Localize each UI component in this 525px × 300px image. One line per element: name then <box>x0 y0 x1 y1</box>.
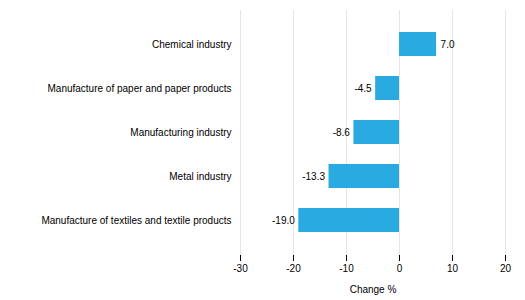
svg-text:-19.0: -19.0 <box>272 215 295 226</box>
svg-text:-8.6: -8.6 <box>333 127 351 138</box>
svg-text:Manufacture of paper and paper: Manufacture of paper and paper products <box>47 83 231 94</box>
svg-text:Manufacture of textiles and te: Manufacture of textiles and textile prod… <box>41 215 231 226</box>
svg-text:-30: -30 <box>233 263 248 274</box>
svg-text:-10: -10 <box>339 263 354 274</box>
svg-text:Manufacturing industry: Manufacturing industry <box>130 127 231 138</box>
svg-text:Change %: Change % <box>350 284 397 295</box>
svg-text:0: 0 <box>397 263 403 274</box>
svg-text:20: 20 <box>500 263 512 274</box>
svg-text:7.0: 7.0 <box>441 39 455 50</box>
svg-text:-4.5: -4.5 <box>354 83 372 94</box>
svg-text:Metal industry: Metal industry <box>169 171 231 182</box>
svg-text:-13.3: -13.3 <box>302 171 325 182</box>
svg-text:Chemical industry: Chemical industry <box>152 39 231 50</box>
svg-text:10: 10 <box>447 263 459 274</box>
svg-text:-20: -20 <box>286 263 301 274</box>
